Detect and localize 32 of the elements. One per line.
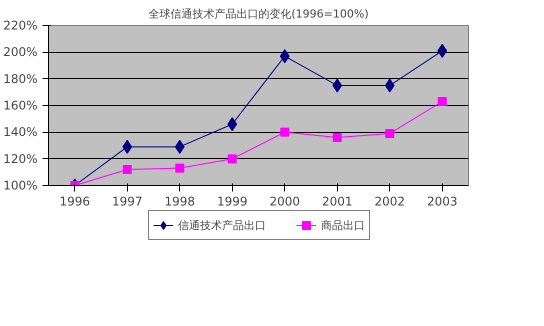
y-tick-label: 140% — [3, 125, 38, 140]
point — [227, 117, 238, 132]
point — [122, 140, 132, 154]
y-tick-label: 180% — [3, 72, 38, 86]
point — [280, 128, 290, 137]
point — [385, 129, 394, 138]
y-tick-label: 160% — [3, 98, 38, 112]
point — [332, 78, 342, 92]
point — [175, 164, 184, 173]
x-tick-label: 2001 — [322, 194, 353, 208]
x-tick-label: 2002 — [374, 194, 406, 208]
x-tick-label: 1997 — [112, 194, 143, 208]
y-tick-label: 100% — [3, 178, 38, 192]
point — [122, 165, 132, 174]
x-tick-label: 1996 — [59, 194, 90, 208]
point — [437, 44, 448, 58]
point — [280, 49, 290, 64]
legend-label: 商品出口 — [321, 218, 365, 232]
point — [438, 97, 447, 106]
chart-title: 全球信通技术产品出口的变化(1996=100%) — [148, 8, 369, 20]
x-tick-label: 1999 — [216, 194, 248, 208]
x-tick-label: 1998 — [164, 194, 196, 208]
y-tick-label: 120% — [3, 152, 38, 166]
y-tick-label: 220% — [3, 18, 38, 32]
point — [384, 78, 395, 92]
legend-label: 信通技术产品出口 — [178, 218, 266, 232]
point — [228, 154, 237, 164]
point — [174, 140, 185, 154]
y-tick-label: 200% — [3, 45, 38, 60]
x-tick-label: 2003 — [426, 194, 458, 208]
point — [332, 133, 342, 142]
x-tick-label: 2000 — [269, 194, 300, 208]
